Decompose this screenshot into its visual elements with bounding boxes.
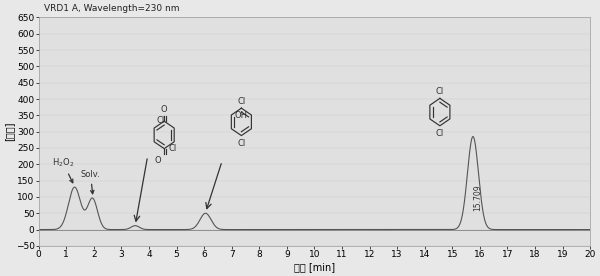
Y-axis label: [单位]: [单位] [4, 122, 14, 141]
Text: Cl: Cl [237, 97, 245, 105]
Text: H$_2$O$_2$: H$_2$O$_2$ [52, 156, 74, 183]
Text: VRD1 A, Wavelength=230 nm: VRD1 A, Wavelength=230 nm [44, 4, 180, 13]
Text: OH: OH [234, 110, 247, 120]
Text: O: O [161, 105, 167, 114]
Text: Cl: Cl [436, 87, 444, 96]
Text: O: O [154, 156, 161, 165]
Text: Cl: Cl [237, 139, 245, 148]
Text: Cl: Cl [436, 129, 444, 138]
Text: Solv.: Solv. [80, 170, 100, 194]
Text: 15.709: 15.709 [473, 184, 482, 211]
Text: Cl: Cl [157, 116, 164, 126]
X-axis label: 时间 [min]: 时间 [min] [294, 262, 335, 272]
Text: Cl: Cl [169, 144, 177, 153]
